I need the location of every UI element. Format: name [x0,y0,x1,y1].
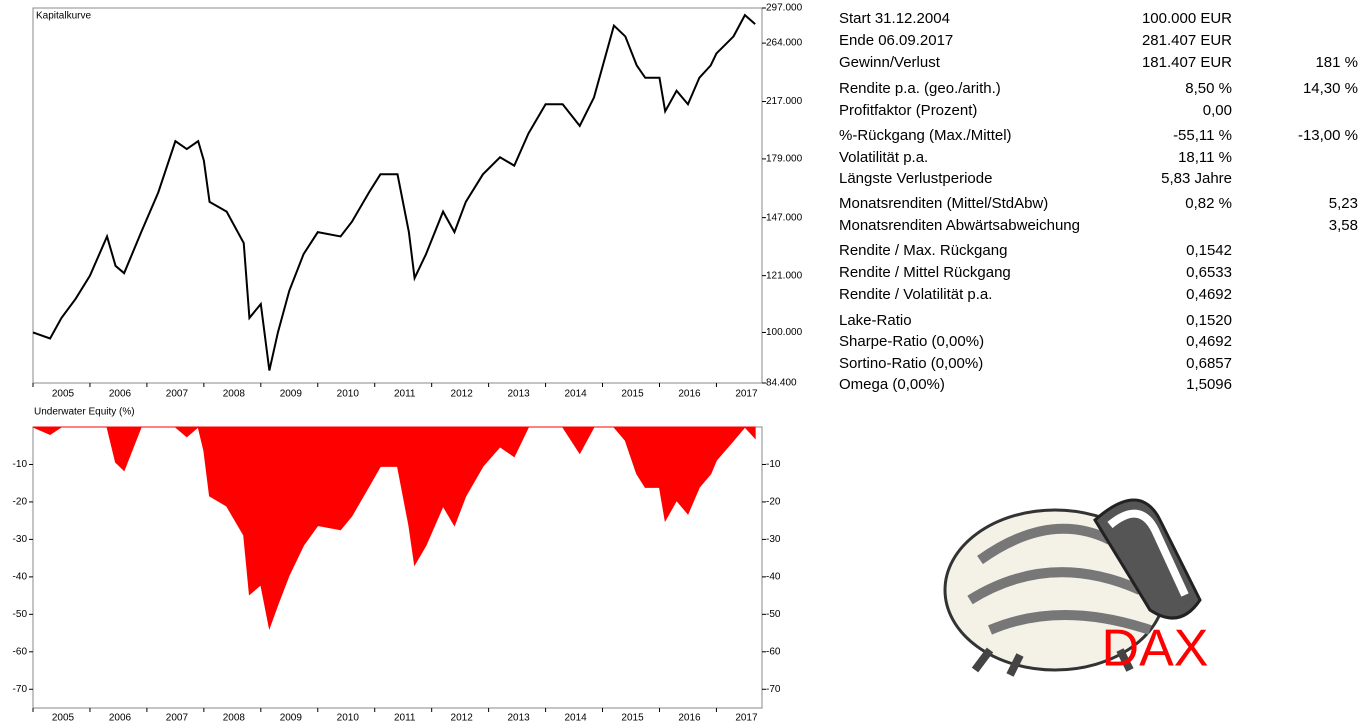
stat-label: Monatsrenditen (Mittel/StdAbw) [839,195,1048,212]
x-tick-label: 2011 [394,713,416,724]
stat-value: 0,4692 [1186,286,1232,303]
x-tick-label: 2016 [678,713,701,724]
stat-value: 0,1520 [1186,312,1232,329]
y-tick-label: -50 [766,609,781,620]
stat-label: Omega (0,00%) [839,376,945,393]
stat-label: Lake-Ratio [839,312,912,329]
chart-title: Underwater Equity (%) [34,407,135,418]
stat-value: 281.407 EUR [1142,32,1232,49]
x-tick-label: 2009 [280,389,303,400]
plot-frame [32,7,763,384]
logo-text: DAX [1102,620,1209,678]
y-tick-label: 217.000 [766,96,803,107]
stat-value2: -13,00 % [1298,127,1358,144]
x-tick-label: 2012 [451,713,474,724]
chart-title: Kapitalkurve [36,11,91,22]
y-tick-label: -60 [13,646,28,657]
y-tick-label: -20 [766,497,781,508]
y-tick-label: 121.000 [766,270,803,281]
stat-label: Ende 06.09.2017 [839,32,953,49]
y-tick-label: -30 [13,534,28,545]
x-tick-label: 2014 [564,713,587,724]
y-tick-label: 264.000 [766,38,803,49]
y-tick-label: -10 [766,459,781,470]
x-tick-label: 2008 [223,713,246,724]
x-tick-label: 2015 [621,389,644,400]
y-tick-label: -50 [13,609,28,620]
y-tick-label: 84.400 [766,378,797,389]
x-tick-label: 2013 [508,389,531,400]
stat-value: -55,11 % [1173,127,1232,144]
x-tick-label: 2008 [223,389,246,400]
stat-value2: 3,58 [1329,217,1358,234]
y-tick-label: -40 [766,572,781,583]
stat-label: Start 31.12.2004 [839,10,950,27]
stat-label: Volatilität p.a. [839,149,928,166]
stat-value2: 5,23 [1329,195,1358,212]
x-tick-label: 2013 [508,713,531,724]
x-tick-label: 2005 [52,713,75,724]
stat-value: 0,82 % [1185,195,1232,212]
y-tick-label: -30 [766,534,781,545]
x-tick-label: 2011 [394,389,416,400]
y-tick-label: -20 [13,497,28,508]
x-tick-label: 2009 [280,713,303,724]
x-tick-label: 2017 [735,389,758,400]
stat-label: Gewinn/Verlust [839,54,941,71]
y-tick-label: 179.000 [766,154,803,165]
stat-label: %-Rückgang (Max./Mittel) [839,127,1012,144]
x-tick-label: 2014 [564,389,587,400]
x-tick-label: 2010 [337,389,360,400]
stat-label: Rendite / Volatilität p.a. [839,286,992,303]
x-tick-label: 2012 [451,389,474,400]
x-tick-label: 2007 [166,389,189,400]
stat-label: Rendite p.a. (geo./arith.) [839,80,1001,97]
x-tick-label: 2007 [166,713,189,724]
y-tick-label: -60 [766,646,781,657]
stat-label: Längste Verlustperiode [839,170,992,187]
x-tick-label: 2005 [52,389,75,400]
y-tick-label: 297.000 [766,3,803,14]
stat-value: 100.000 EUR [1142,10,1232,27]
x-tick-label: 2006 [109,389,132,400]
y-tick-label: -10 [13,459,28,470]
stat-value: 0,6533 [1186,264,1232,281]
y-tick-label: 147.000 [766,212,803,223]
stat-value2: 181 % [1315,54,1358,71]
x-tick-label: 2016 [678,389,701,400]
stat-value: 18,11 % [1178,149,1232,166]
y-tick-label: 100.000 [766,327,803,338]
stat-label: Monatsrenditen Abwärtsabweichung [839,217,1080,234]
stat-value: 1,5096 [1186,376,1232,393]
y-tick-label: -70 [13,684,28,695]
stat-value2: 14,30 % [1303,80,1358,97]
x-tick-label: 2006 [109,713,132,724]
logo: DAX [943,498,1209,678]
stat-value: 0,6857 [1186,355,1232,372]
x-tick-label: 2015 [621,713,644,724]
stat-value: 0,4692 [1186,333,1232,350]
stat-label: Profitfaktor (Prozent) [839,102,977,119]
x-tick-label: 2017 [735,713,758,724]
stat-label: Sharpe-Ratio (0,00%) [839,333,984,350]
stat-value: 181.407 EUR [1142,54,1232,71]
drawdown-area [32,426,756,631]
x-tick-label: 2010 [337,713,360,724]
stat-value: 0,00 [1203,102,1232,119]
stat-label: Sortino-Ratio (0,00%) [839,355,983,372]
stat-value: 5,83 Jahre [1161,170,1232,187]
y-tick-label: -70 [766,684,781,695]
stat-value: 8,50 % [1185,80,1232,97]
equity-line [32,13,756,371]
stat-label: Rendite / Max. Rückgang [839,242,1007,259]
stat-label: Rendite / Mittel Rückgang [839,264,1011,281]
y-tick-label: -40 [13,572,28,583]
stat-value: 0,1542 [1186,242,1232,259]
